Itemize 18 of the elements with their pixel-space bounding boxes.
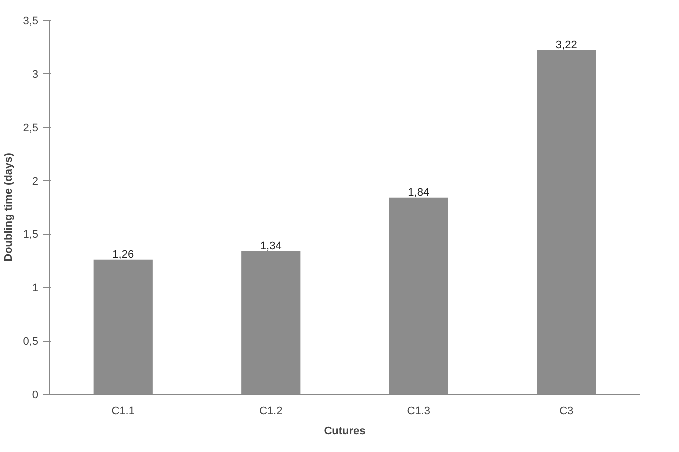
x-tick-label: C1.1 <box>112 406 136 418</box>
y-tick-label: 3,5 <box>23 16 39 28</box>
y-tick-label: 0,5 <box>23 336 39 348</box>
y-tick-label: 3 <box>32 68 39 81</box>
data-label: 1,84 <box>408 186 430 199</box>
data-label: 1,34 <box>260 240 282 252</box>
y-tick-label: 0 <box>32 390 39 402</box>
y-tick-label: 2,5 <box>23 122 39 134</box>
x-axis-title: Cutures <box>324 426 366 438</box>
y-tick-label: 1,5 <box>23 229 39 242</box>
x-tick-label: C3 <box>560 406 574 418</box>
y-tick-label: 1 <box>32 282 39 295</box>
y-tick-label: 2 <box>32 176 39 188</box>
x-tick-label: C1.3 <box>407 406 431 418</box>
data-label: 3,22 <box>556 39 578 52</box>
data-label: 1,26 <box>112 248 134 261</box>
x-tick-label: C1.2 <box>260 406 283 418</box>
y-axis-title: Doubling time (days) <box>3 152 16 262</box>
